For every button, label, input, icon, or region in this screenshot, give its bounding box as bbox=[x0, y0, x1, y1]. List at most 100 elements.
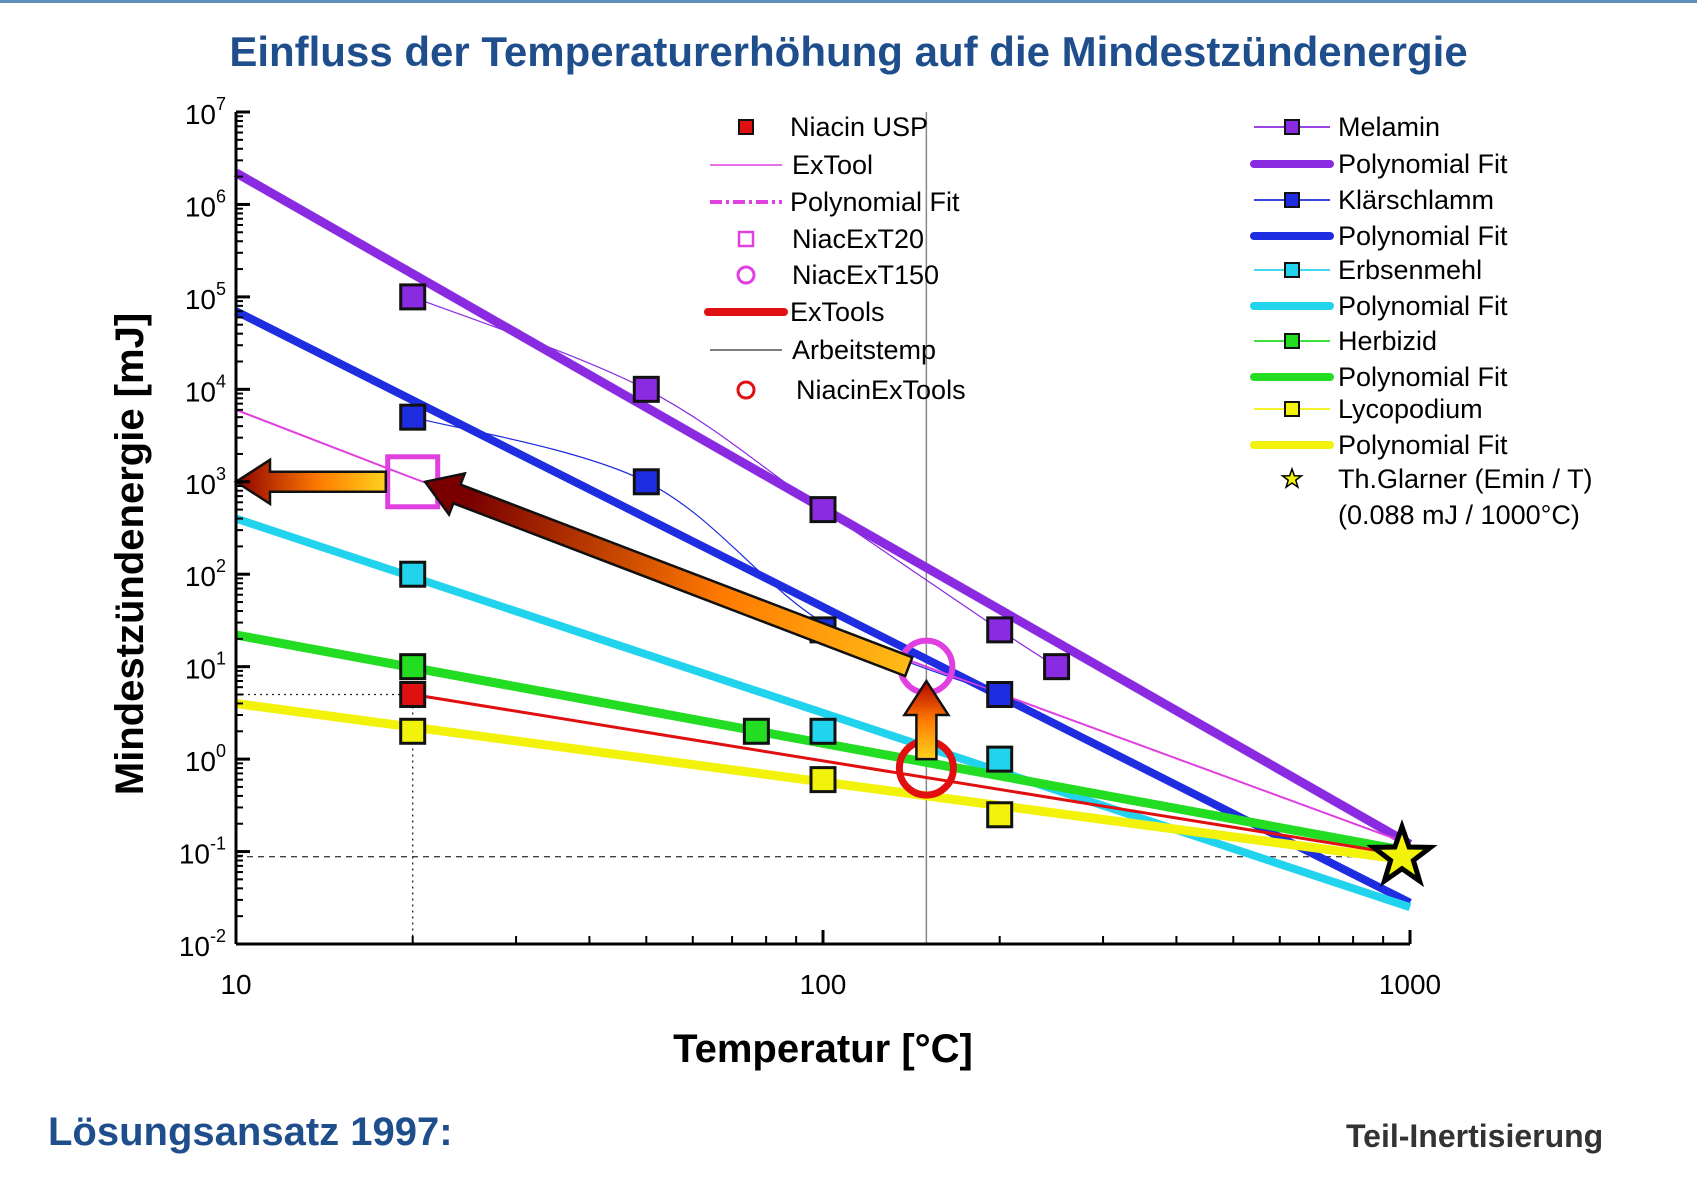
y-tick-label-9: 107 bbox=[185, 94, 226, 130]
legend-right-item-3: Polynomial Fit bbox=[1250, 221, 1508, 251]
y-tick-label-2: 100 bbox=[185, 741, 226, 777]
legend-left-label-6: Arbeitstemp bbox=[792, 335, 936, 365]
legend-right-item-10: Th.Glarner (Emin / T) bbox=[1280, 464, 1593, 494]
legend-left-item-2: Polynomial Fit bbox=[710, 187, 960, 217]
legend-left-item-7: NiacinExTools bbox=[736, 375, 966, 405]
point-lycopodium-1 bbox=[809, 766, 837, 794]
legend-right-item-11: (0.088 mJ / 1000°C) bbox=[1338, 500, 1580, 530]
y-axis-title: Mindestzündenergie [mJ] bbox=[108, 313, 152, 795]
legend-left-item-6: Arbeitstemp bbox=[710, 335, 936, 365]
x-tick-label-0: 10 bbox=[220, 969, 251, 1000]
legend-right-label-6: Herbizid bbox=[1338, 326, 1437, 356]
legend-right-item-2: Klärschlamm bbox=[1254, 185, 1494, 215]
legend-left-item-1: ExTool bbox=[710, 150, 873, 180]
legend-right-label-1: Polynomial Fit bbox=[1338, 149, 1508, 179]
legend-symbol bbox=[736, 265, 756, 285]
legend-right-item-5: Polynomial Fit bbox=[1250, 291, 1508, 321]
point-melamin-1 bbox=[632, 375, 660, 403]
legend-symbol bbox=[737, 230, 755, 248]
y-tick-label-3: 101 bbox=[185, 649, 226, 685]
legend-right-item-4: Erbsenmehl bbox=[1254, 255, 1482, 285]
marker-glarner-star bbox=[1366, 819, 1438, 888]
legend-left-label-0: Niacin USP bbox=[790, 112, 928, 142]
legend-symbol bbox=[1284, 401, 1300, 417]
legend-left-label-4: NiacExT150 bbox=[792, 260, 939, 290]
fit-line-klaerschlamm bbox=[234, 307, 1412, 907]
legend-symbol bbox=[1284, 119, 1300, 135]
legend-symbol bbox=[736, 380, 756, 400]
legend-left-label-7: NiacinExTools bbox=[796, 375, 966, 405]
legend-left-label-2: Polynomial Fit bbox=[790, 187, 960, 217]
legend-symbol bbox=[1284, 192, 1300, 208]
point-melamin-3 bbox=[986, 616, 1014, 644]
legends: Niacin USP ExTool Polynomial Fit NiacExT20 N… bbox=[704, 112, 1593, 530]
legend-right-label-8: Lycopodium bbox=[1338, 394, 1483, 424]
reference-lines bbox=[236, 112, 1410, 944]
point-lycopodium-0 bbox=[399, 717, 427, 745]
footer-left-text: Lösungsansatz 1997: bbox=[48, 1110, 453, 1154]
point-lycopodium-2 bbox=[986, 801, 1014, 829]
legend-symbol bbox=[1284, 333, 1300, 349]
x-axis-title: Temperatur [°C] bbox=[673, 1027, 973, 1071]
legend-symbol bbox=[1280, 466, 1304, 489]
legend-right-label-7: Polynomial Fit bbox=[1338, 362, 1508, 392]
top-rule bbox=[0, 0, 1697, 3]
point-melamin-4 bbox=[1043, 653, 1071, 681]
y-tick-label-5: 103 bbox=[185, 464, 226, 500]
legend-symbol bbox=[1284, 262, 1300, 278]
page-title: Einfluss der Temperaturerhöhung auf die … bbox=[229, 28, 1468, 75]
legend-right-label-3: Polynomial Fit bbox=[1338, 221, 1508, 251]
legend-right-item-6: Herbizid bbox=[1254, 326, 1437, 356]
curve-klaerschlamm_data bbox=[412, 416, 1000, 696]
legend-left-item-5: ExTools bbox=[704, 297, 885, 327]
y-tick-label-7: 105 bbox=[185, 279, 226, 315]
legend-right-item-7: Polynomial Fit bbox=[1250, 362, 1508, 392]
x-tick-label-1: 100 bbox=[800, 969, 847, 1000]
legend-right-label-9: Polynomial Fit bbox=[1338, 430, 1508, 460]
point-melamin-0 bbox=[399, 283, 427, 311]
arrows bbox=[233, 457, 951, 761]
y-tick-label-4: 102 bbox=[185, 556, 226, 592]
point-niacin-usp-0 bbox=[399, 680, 427, 708]
legend-left-label-5: ExTools bbox=[790, 297, 885, 327]
legend-right-item-1: Polynomial Fit bbox=[1250, 149, 1508, 179]
point-kl-rschlamm-1 bbox=[632, 468, 660, 496]
y-tick-label-1: 10-1 bbox=[179, 834, 226, 870]
legend-left-item-4: NiacExT150 bbox=[736, 260, 939, 290]
axes: 10-2 10-1 100 101 102 103 104 105 106 107 10 100 100… bbox=[108, 94, 1441, 1071]
point-melamin-2 bbox=[809, 496, 837, 524]
legend-symbol bbox=[738, 119, 754, 135]
legend-right-item-0: Melamin bbox=[1254, 112, 1440, 142]
legend-right-label-0: Melamin bbox=[1338, 112, 1440, 142]
legend-left-label-1: ExTool bbox=[792, 150, 873, 180]
legend-right-label-11: (0.088 mJ / 1000°C) bbox=[1338, 500, 1580, 530]
legend-left-item-3: NiacExT20 bbox=[737, 224, 924, 254]
fit-line-erbsenmehl bbox=[234, 514, 1412, 911]
legend-right-item-8: Lycopodium bbox=[1254, 394, 1483, 424]
point-herbizid-1 bbox=[742, 717, 770, 745]
legend-right-label-4: Erbsenmehl bbox=[1338, 255, 1482, 285]
legend-right-item-9: Polynomial Fit bbox=[1250, 430, 1508, 460]
x-tick-label-2: 1000 bbox=[1379, 969, 1441, 1000]
point-erbsenmehl-2 bbox=[986, 745, 1014, 773]
y-tick-label-6: 104 bbox=[185, 371, 226, 407]
point-herbizid-0 bbox=[399, 653, 427, 681]
footer-right-text: Teil-Inertisierung bbox=[1346, 1118, 1604, 1154]
fit-line-extools bbox=[412, 693, 1411, 858]
y-tick-label-0: 10-2 bbox=[179, 926, 226, 962]
arrow-2 bbox=[902, 678, 951, 761]
point-erbsenmehl-1 bbox=[809, 717, 837, 745]
point-erbsenmehl-0 bbox=[399, 560, 427, 588]
legend-right-label-10: Th.Glarner (Emin / T) bbox=[1338, 464, 1593, 494]
arrow-1 bbox=[422, 471, 914, 678]
legend-right-label-5: Polynomial Fit bbox=[1338, 291, 1508, 321]
arrow-0 bbox=[233, 457, 388, 507]
legend-left-item-0: Niacin USP bbox=[738, 112, 928, 142]
point-kl-rschlamm-0 bbox=[399, 403, 427, 431]
legend-left-label-3: NiacExT20 bbox=[792, 224, 924, 254]
legend-right-label-2: Klärschlamm bbox=[1338, 185, 1494, 215]
y-tick-label-8: 106 bbox=[185, 186, 226, 222]
data-curves bbox=[412, 296, 1057, 696]
point-kl-rschlamm-3 bbox=[986, 680, 1014, 708]
